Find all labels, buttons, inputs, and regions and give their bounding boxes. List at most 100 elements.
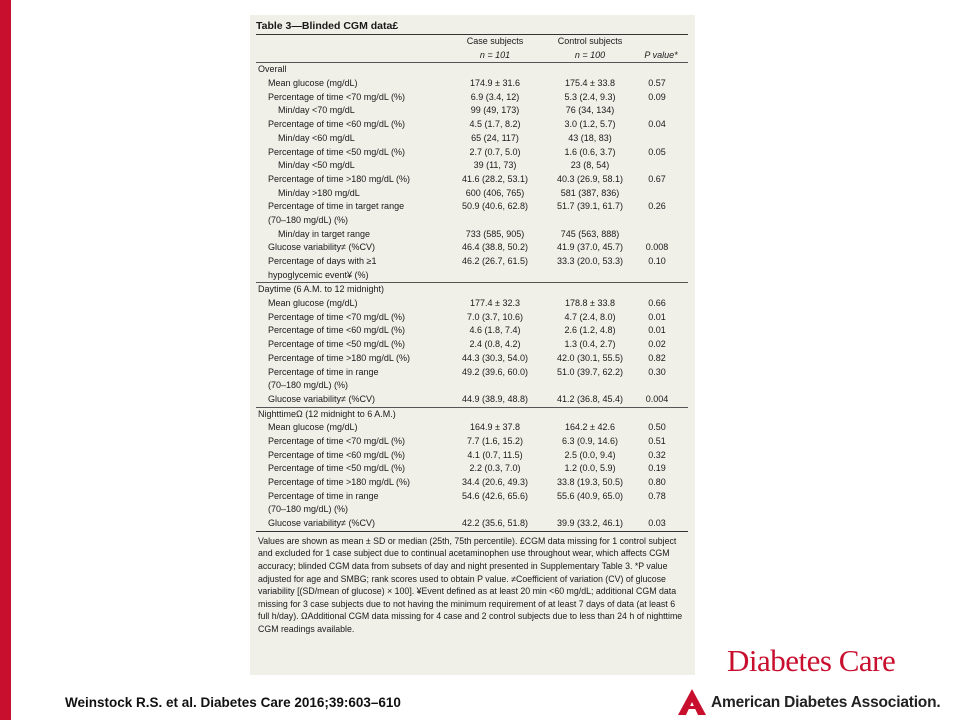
row-label: Percentage of time <60 mg/dL (%) xyxy=(268,449,405,460)
control-value: 2.5 (0.0, 9.4) xyxy=(564,449,616,460)
p-value: 0.82 xyxy=(648,352,666,363)
p-value: 0.004 xyxy=(645,393,669,404)
journal-logo: Diabetes Care xyxy=(727,643,896,678)
table-body: Overall Mean glucose (mg/dL) 174.9 ± 31.6 1… xyxy=(256,63,688,530)
table-row: Glucose variability≠ (%CV) 44.9 (38.9, 48… xyxy=(256,393,688,407)
table-row: Percentage of time <60 mg/dL (%) 4.1 (0.7… xyxy=(256,449,688,463)
case-value: 42.2 (35.6, 51.8) xyxy=(461,518,529,529)
case-value: 4.5 (1.7, 8.2) xyxy=(469,119,521,130)
table-row: Percentage of time >180 mg/dL (%) 34.4 (2… xyxy=(256,476,688,490)
control-value: 51.7 (39.1, 61.7) xyxy=(556,201,624,212)
control-value: 164.2 ± 42.6 xyxy=(565,422,615,433)
case-value: 49.2 (39.6, 60.0) xyxy=(461,366,529,377)
p-value: 0.008 xyxy=(645,242,669,253)
row-label: Min/day <60 mg/dL xyxy=(278,132,355,143)
row-label: Percentage of time in range xyxy=(268,366,379,377)
p-value: 0.09 xyxy=(648,91,666,102)
table-row: Percentage of days with ≥1 46.2 (26.7, 61… xyxy=(256,255,688,269)
p-value: 0.01 xyxy=(648,325,666,336)
control-value: 43 (18, 83) xyxy=(568,132,612,143)
p-value: 0.04 xyxy=(648,119,666,130)
row-label: Min/day >180 mg/dL xyxy=(278,187,360,198)
control-value: 6.3 (0.9, 14.6) xyxy=(561,435,619,446)
table-row: Min/day <60 mg/dL 65 (24, 117) 43 (18, 83) xyxy=(256,132,688,146)
p-value: 0.78 xyxy=(648,490,666,501)
p-value: 0.10 xyxy=(648,256,666,266)
p-value: 0.30 xyxy=(648,366,666,377)
row-label: Glucose variability≠ (%CV) xyxy=(268,518,375,529)
p-value: 0.51 xyxy=(648,435,666,446)
case-value: 99 (49, 173) xyxy=(470,105,520,116)
header-case: Case subjects xyxy=(466,36,524,46)
table-row: (70–180 mg/dL) (%) xyxy=(256,379,688,393)
citation: Weinstock R.S. et al. Diabetes Care 2016… xyxy=(65,695,401,710)
case-value: 164.9 ± 37.8 xyxy=(470,422,520,433)
row-label: Percentage of time <70 mg/dL (%) xyxy=(268,91,405,102)
p-value: 0.80 xyxy=(648,477,666,487)
table-row: (70–180 mg/dL) (%) xyxy=(256,503,688,517)
case-value: 174.9 ± 31.6 xyxy=(470,78,520,89)
control-value: 178.8 ± 33.8 xyxy=(565,298,615,309)
table-row: Percentage of time in range 49.2 (39.6, 6… xyxy=(256,366,688,380)
table-image: Table 3—Blinded CGM data£ Case subjects … xyxy=(250,15,695,675)
control-value: 42.0 (30.1, 55.5) xyxy=(556,352,624,363)
table-row: Glucose variability≠ (%CV) 42.2 (35.6, 51… xyxy=(256,517,688,531)
control-value: 39.9 (33.2, 46.1) xyxy=(556,518,624,529)
case-value: 6.9 (3.4, 12) xyxy=(470,91,520,102)
section-heading-row: Daytime (6 A.M. to 12 midnight) xyxy=(256,283,688,297)
table-row: Percentage of time <70 mg/dL (%) 6.9 (3.4… xyxy=(256,91,688,105)
case-value: 7.0 (3.7, 10.6) xyxy=(466,311,524,322)
table-row: Percentage of time >180 mg/dL (%) 44.3 (3… xyxy=(256,352,688,366)
table-header-row-2: n = 101 n = 100 P value* xyxy=(256,49,688,63)
table-row: Mean glucose (mg/dL) 177.4 ± 32.3 178.8 ± … xyxy=(256,297,688,311)
section-heading-row: Overall xyxy=(256,63,688,77)
case-value: 46.2 (26.7, 61.5) xyxy=(461,256,529,266)
row-label: Percentage of time <50 mg/dL (%) xyxy=(268,146,405,157)
p-value: 0.03 xyxy=(648,518,666,529)
row-label: Min/day <50 mg/dL xyxy=(278,160,355,171)
case-value: 41.6 (28.2, 53.1) xyxy=(461,173,529,184)
table-row: Percentage of time <60 mg/dL (%) 4.5 (1.7… xyxy=(256,118,688,132)
section-rule xyxy=(256,406,688,408)
section-heading: NighttimeΩ (12 midnight to 6 A.M.) xyxy=(258,408,396,419)
table-row: Percentage of time <50 mg/dL (%) 2.7 (0.7… xyxy=(256,146,688,160)
p-value: 0.01 xyxy=(648,311,666,322)
control-value: 1.2 (0.0, 5.9) xyxy=(564,463,616,474)
row-label: Percentage of days with ≥1 xyxy=(268,256,377,266)
p-value: 0.26 xyxy=(648,201,666,212)
row-label: Glucose variability≠ (%CV) xyxy=(268,393,375,404)
row-label: Min/day in target range xyxy=(278,228,371,239)
p-value: 0.05 xyxy=(648,146,666,157)
table-row: Percentage of time <50 mg/dL (%) 2.4 (0.8… xyxy=(256,338,688,352)
row-label: Percentage of time in range xyxy=(268,490,379,501)
control-value: 55.6 (40.9, 65.0) xyxy=(556,490,624,501)
table-row: Min/day >180 mg/dL 600 (406, 765) 581 (387… xyxy=(256,187,688,201)
ada-triangle-logo-icon xyxy=(678,689,706,715)
row-label: Percentage of time <50 mg/dL (%) xyxy=(268,463,405,474)
case-value: 65 (24, 117) xyxy=(471,132,519,143)
table-row: Glucose variability≠ (%CV) 46.4 (38.8, 50… xyxy=(256,241,688,255)
case-value: 44.3 (30.3, 54.0) xyxy=(461,352,529,363)
p-value: 0.67 xyxy=(648,173,666,184)
case-value: 44.9 (38.9, 48.8) xyxy=(461,393,529,404)
control-value: 41.2 (36.8, 45.4) xyxy=(556,393,624,404)
row-label: Percentage of time <60 mg/dL (%) xyxy=(268,119,405,130)
row-label: hypoglycemic event¥ (%) xyxy=(268,269,369,280)
p-value: 0.19 xyxy=(648,463,666,474)
case-value: 177.4 ± 32.3 xyxy=(470,298,520,309)
control-value: 51.0 (39.7, 62.2) xyxy=(556,366,624,377)
p-value: 0.32 xyxy=(648,449,666,460)
table-row: Percentage of time in target range 50.9 (… xyxy=(256,200,688,214)
case-value: 2.7 (0.7, 5.0) xyxy=(469,146,521,157)
p-value: 0.57 xyxy=(648,78,666,89)
ada-name: American Diabetes Association. xyxy=(711,694,941,711)
header-case-n: n = 101 xyxy=(479,49,511,60)
table-row: Min/day in target range 733 (585, 905) 745… xyxy=(256,228,688,242)
case-value: 50.9 (40.6, 62.8) xyxy=(461,201,529,212)
case-value: 4.6 (1.8, 7.4) xyxy=(469,325,521,336)
table-title: Table 3—Blinded CGM data£ xyxy=(256,20,399,32)
row-label: Percentage of time <70 mg/dL (%) xyxy=(268,311,405,322)
table-row: Percentage of time <50 mg/dL (%) 2.2 (0.3… xyxy=(256,462,688,476)
section-rule xyxy=(256,282,688,284)
row-label: Percentage of time in target range xyxy=(268,201,405,212)
